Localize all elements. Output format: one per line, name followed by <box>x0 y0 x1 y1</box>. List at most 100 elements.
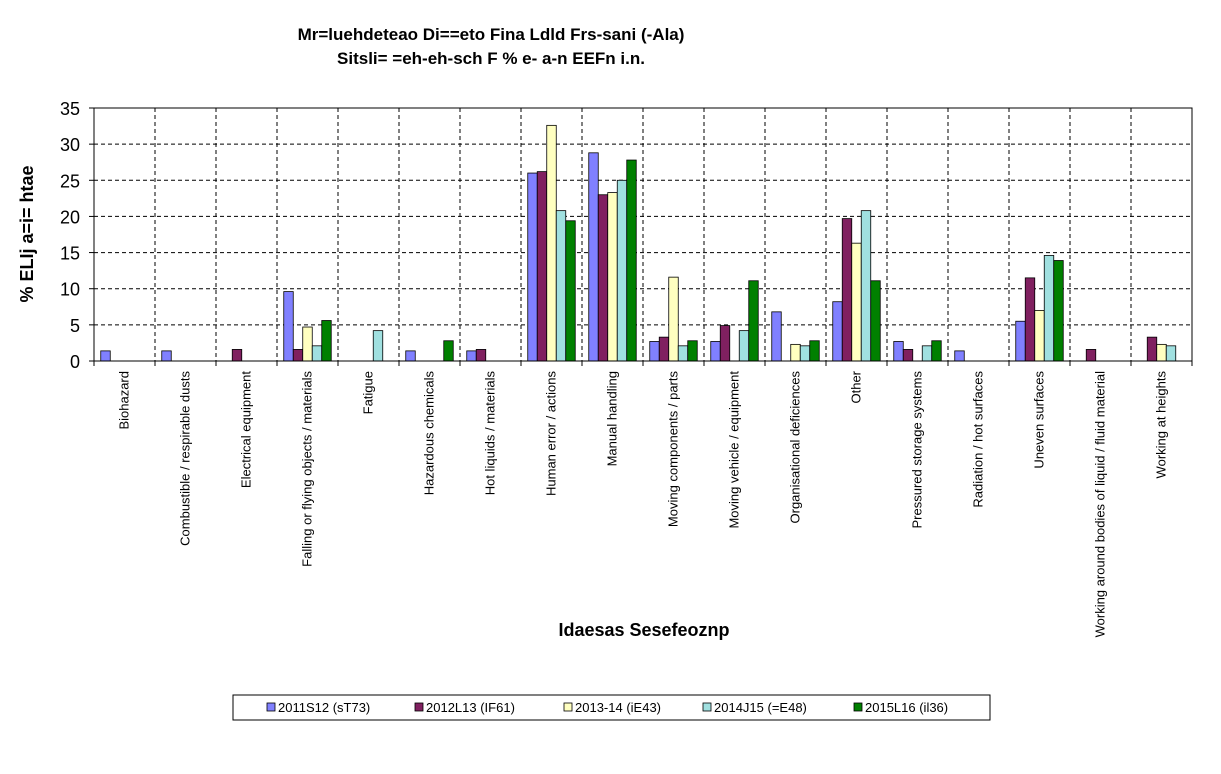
bar <box>710 341 721 362</box>
x-axis-title: Idaesas Sesefeoznp <box>558 620 729 640</box>
bar <box>231 349 243 362</box>
x-tick-label: Hazardous chemicals <box>422 371 437 496</box>
x-tick-label: Combustible / respirable dusts <box>178 371 193 546</box>
bar <box>1053 260 1064 362</box>
bar <box>616 179 628 362</box>
bar <box>1165 345 1177 362</box>
bar <box>588 152 599 362</box>
legend-box <box>232 694 991 721</box>
bar <box>405 350 416 362</box>
bar <box>302 326 313 362</box>
x-tick-label: Electrical equipment <box>239 371 254 488</box>
bar <box>658 336 670 362</box>
bar <box>292 349 304 362</box>
legend-label: 2011S12 (sT73) <box>278 700 370 715</box>
y-axis-title: % ELIj a=i= htae <box>17 165 37 302</box>
bar <box>921 345 933 362</box>
x-tick-label: Fatigue <box>361 371 376 414</box>
bar <box>283 291 294 362</box>
bar <box>893 341 904 362</box>
bar <box>677 345 689 362</box>
legend-swatch <box>563 702 573 712</box>
x-tick-label: Organisational deficiences <box>788 371 803 524</box>
bar <box>841 218 853 362</box>
y-axis-ticks: 0 5 10 15 20 25 30 35 <box>60 99 94 372</box>
x-tick-label: Falling or flying objects / materials <box>300 371 315 567</box>
bar <box>748 280 759 362</box>
bar <box>161 350 172 362</box>
bar <box>1015 320 1026 362</box>
bar <box>1085 349 1097 362</box>
bar <box>536 171 548 362</box>
bar <box>851 242 862 362</box>
legend-swatch <box>702 702 712 712</box>
x-tick-label: Radiation / hot surfaces <box>971 371 986 508</box>
y-tick-label: 15 <box>60 244 80 264</box>
legend-swatch <box>414 702 424 712</box>
bar <box>321 320 332 362</box>
x-tick-label: Human error / actions <box>544 371 559 496</box>
y-tick-label: 25 <box>60 171 80 191</box>
x-tick-label: Other <box>849 370 864 403</box>
x-tick-label: Biohazard <box>117 371 132 430</box>
bar <box>527 172 538 362</box>
bar <box>832 301 843 362</box>
bar <box>809 340 820 362</box>
bar <box>870 280 881 362</box>
bar <box>597 194 609 362</box>
bar <box>738 330 750 362</box>
bar <box>311 345 323 362</box>
bar <box>607 192 618 362</box>
x-tick-label: Uneven surfaces <box>1032 371 1047 469</box>
bar <box>443 340 454 362</box>
y-tick-label: 5 <box>70 316 80 336</box>
legend: 2011S12 (sT73) 2012L13 (IF61) 2013-14 (iE4… <box>232 694 991 721</box>
bar <box>555 210 567 362</box>
bar <box>1034 309 1045 362</box>
bar <box>687 340 698 362</box>
bar <box>626 159 637 362</box>
bar <box>546 124 557 362</box>
y-tick-label: 0 <box>70 352 80 372</box>
bar <box>100 350 111 362</box>
y-tick-label: 35 <box>60 99 80 119</box>
bar <box>799 345 811 362</box>
bar <box>649 341 660 362</box>
bar <box>790 343 801 362</box>
x-tick-label: Pressured storage systems <box>910 371 925 529</box>
gridlines <box>94 108 1192 361</box>
bar <box>1146 336 1158 362</box>
bar <box>372 330 384 362</box>
x-tick-label: Working at heights <box>1154 371 1169 479</box>
bar <box>771 311 782 362</box>
bar <box>860 210 872 362</box>
bar <box>1156 343 1167 362</box>
chart-title-line-2: Sitsli= =eh-eh-sch F % e- a-n EEFn i.n. <box>337 49 645 68</box>
legend-swatch <box>853 702 863 712</box>
bar <box>565 220 576 362</box>
bar <box>1043 255 1055 362</box>
bar <box>719 325 731 362</box>
x-tick-label: Moving components / parts <box>666 371 681 528</box>
bar <box>902 349 914 362</box>
y-tick-label: 30 <box>60 135 80 155</box>
bar <box>466 350 477 362</box>
x-tick-label: Working around bodies of liquid / fluid … <box>1093 371 1108 638</box>
chart-title-line-1: Mr=luehdeteao Di==eto Fina Ldld Frs-sani… <box>298 25 685 44</box>
x-tick-label: Hot liquids / materials <box>483 371 498 496</box>
legend-swatch <box>266 702 276 712</box>
legend-label: 2013-14 (iE43) <box>575 700 661 715</box>
bar <box>668 276 679 362</box>
y-tick-label: 10 <box>60 280 80 300</box>
legend-label: 2015L16 (il36) <box>865 700 948 715</box>
bar <box>931 340 942 362</box>
bar <box>954 350 965 362</box>
bars-group <box>100 124 1177 362</box>
x-axis-ticks: Biohazard Combustible / respirable dusts E… <box>93 361 1193 638</box>
legend-label: 2012L13 (IF61) <box>426 700 515 715</box>
legend-label: 2014J15 (=E48) <box>714 700 807 715</box>
bar <box>475 349 487 362</box>
bar <box>1024 277 1036 362</box>
x-tick-label: Manual handling <box>605 371 620 466</box>
